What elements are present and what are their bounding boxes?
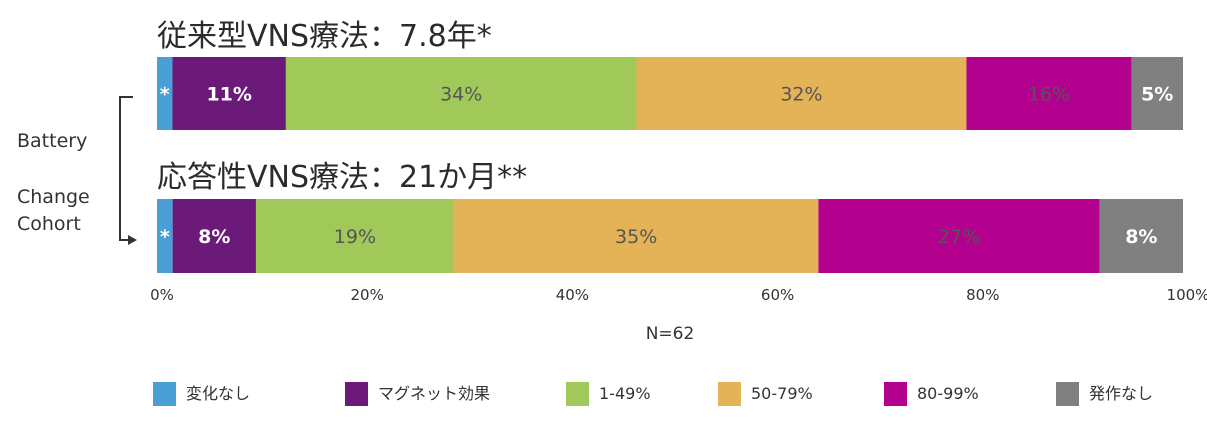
bar-segment-0-2 [285,57,637,130]
data-label-1-0: * [160,226,170,248]
legend-swatch-5 [1056,382,1079,406]
side-label-2: Cohort [17,213,81,235]
bar-segment-1-2 [255,199,454,273]
legend-swatch-2 [566,382,589,406]
x-axis-label: N=62 [646,324,695,344]
x-tick-label-4: 80% [966,286,999,304]
legend-label-5: 発作なし [1089,384,1153,403]
side-label-1: Change [17,186,90,208]
bar-segment-0-1 [172,57,286,130]
legend-label-0: 変化なし [186,384,250,403]
bar-segment-1-1 [172,199,256,273]
legend-swatch-3 [718,382,741,406]
data-label-1-1: 8% [198,226,230,248]
x-tick-label-2: 40% [556,286,589,304]
legend-label-3: 50-79% [751,384,813,403]
bar-segment-0-4 [966,57,1132,130]
data-label-1-5: 8% [1125,226,1157,248]
data-label-0-2: 34% [440,84,482,106]
data-label-0-4: 16% [1028,84,1070,106]
legend-label-2: 1-49% [599,384,651,403]
x-tick-label-5: 100% [1167,286,1207,304]
legend-swatch-4 [884,382,907,406]
bar-segment-1-3 [453,199,819,273]
bar-segment-0-0 [157,57,173,130]
bar-title-0: 従来型VNS療法：7.8年* [157,19,492,54]
data-label-1-3: 35% [615,226,657,248]
bracket-arrow-icon [128,235,137,245]
data-label-0-1: 11% [206,84,251,106]
legend-swatch-0 [153,382,176,406]
legend-swatch-1 [345,382,368,406]
side-label-0: Battery [17,130,87,152]
data-label-1-2: 19% [334,226,376,248]
data-label-0-0: * [160,84,170,106]
bar-segment-1-4 [818,199,1100,273]
bar-segment-0-5 [1131,57,1183,130]
x-tick-label-3: 60% [761,286,794,304]
bar-title-1: 応答性VNS療法：21か月** [157,160,527,195]
x-tick-label-1: 20% [351,286,384,304]
data-label-0-3: 32% [780,84,822,106]
x-tick-label-0: 0% [150,286,174,304]
bar-segment-0-3 [636,57,967,130]
legend-label-4: 80-99% [917,384,979,403]
cohort-bracket [119,96,133,241]
legend-label-1: マグネット効果 [378,384,490,403]
bar-segment-1-5 [1099,199,1183,273]
bar-segment-1-0 [157,199,173,273]
data-label-1-4: 27% [938,226,980,248]
data-label-0-5: 5% [1141,84,1173,106]
